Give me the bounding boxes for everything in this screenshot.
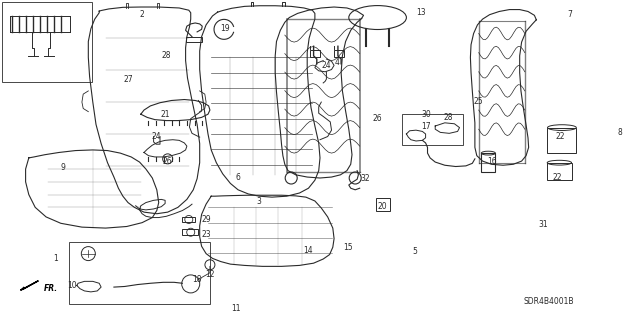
Text: 15: 15	[342, 243, 353, 252]
Text: 9: 9	[60, 163, 65, 172]
Text: 24: 24	[152, 132, 162, 141]
Bar	[186, 37, 202, 42]
Polygon shape	[20, 281, 38, 290]
Bar	[310, 50, 320, 57]
Bar	[547, 128, 576, 153]
Text: 3: 3	[257, 197, 262, 206]
Text: 30: 30	[421, 110, 431, 119]
Text: 16: 16	[486, 157, 497, 166]
Text: 14: 14	[303, 246, 314, 255]
Text: 23: 23	[202, 230, 212, 239]
Text: 25: 25	[474, 97, 484, 106]
Text: 27: 27	[123, 75, 133, 84]
Text: 22: 22	[552, 173, 561, 182]
Text: 4: 4	[335, 58, 340, 67]
Bar	[334, 50, 344, 57]
Text: 1: 1	[53, 254, 58, 263]
Text: 22: 22	[556, 132, 564, 141]
Text: 18: 18	[193, 275, 202, 284]
Text: 29: 29	[202, 215, 212, 224]
Text: 13: 13	[416, 8, 426, 17]
Text: 8: 8	[617, 128, 622, 137]
Text: 6: 6	[236, 173, 241, 182]
Bar	[2, 2, 92, 82]
Text: 5: 5	[412, 247, 417, 256]
Text: 11: 11	[231, 304, 240, 313]
Text: 24: 24	[321, 61, 332, 70]
Text: 21: 21	[161, 110, 170, 119]
Text: 26: 26	[372, 114, 383, 122]
Text: 12: 12	[205, 271, 214, 279]
Bar	[182, 217, 195, 222]
Text: 31: 31	[538, 220, 548, 229]
Text: 32: 32	[360, 174, 370, 182]
Text: FR.: FR.	[44, 284, 58, 293]
Text: 7: 7	[567, 10, 572, 19]
Bar	[481, 153, 495, 172]
Bar	[402, 114, 463, 145]
Bar	[182, 229, 198, 235]
Bar	[376, 198, 390, 211]
Text: SDR4B4001B: SDR4B4001B	[524, 297, 574, 306]
Text: 19: 19	[220, 24, 230, 33]
Text: 17: 17	[420, 122, 431, 130]
Text: 2: 2	[140, 10, 145, 19]
Bar	[69, 242, 210, 304]
Text: 20: 20	[378, 202, 388, 211]
Text: 26: 26	[163, 157, 173, 166]
Bar	[547, 163, 572, 180]
Text: 10: 10	[67, 281, 77, 290]
Text: 28: 28	[444, 113, 452, 122]
Text: 28: 28	[162, 51, 171, 60]
